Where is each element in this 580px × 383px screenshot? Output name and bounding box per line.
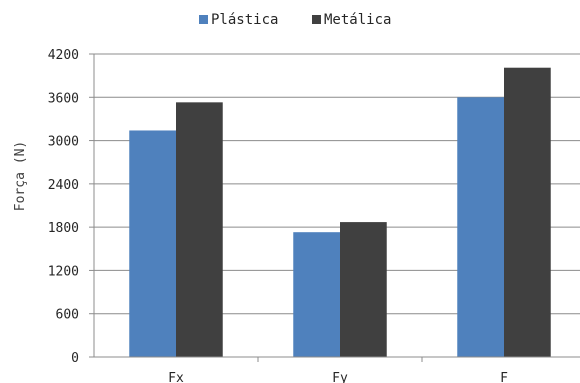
y-tick-label: 2400 bbox=[48, 178, 79, 193]
bar-metálica-fy bbox=[340, 222, 387, 357]
bar-metálica-f bbox=[504, 67, 551, 357]
bar-plástica-fy bbox=[293, 232, 340, 357]
bar-metálica-fx bbox=[176, 102, 223, 357]
y-tick-labels: 0 600 1200 1800 2400 3000 3600 4200 bbox=[48, 48, 94, 366]
y-tick-label: 4200 bbox=[48, 48, 79, 63]
legend-label: Metálica bbox=[324, 12, 391, 28]
x-category-label: Fx bbox=[168, 371, 184, 383]
bar-plástica-fx bbox=[129, 130, 176, 357]
legend-swatch-plástica bbox=[199, 15, 208, 24]
y-tick-label: 600 bbox=[56, 308, 79, 323]
legend-swatch-metálica bbox=[312, 15, 321, 24]
bar-plástica-f bbox=[457, 97, 504, 358]
bars bbox=[129, 67, 551, 358]
x-category-labels: Fx Fy F bbox=[168, 357, 508, 383]
legend-label: Plástica bbox=[211, 12, 278, 28]
y-axis-title: Força (N) bbox=[13, 141, 28, 211]
y-tick-label: 3000 bbox=[48, 135, 79, 150]
x-category-label: Fy bbox=[332, 371, 348, 383]
axes bbox=[93, 54, 580, 358]
x-category-label: F bbox=[500, 371, 508, 383]
y-tick-label: 1200 bbox=[48, 264, 79, 279]
legend: Plástica Metálica bbox=[199, 12, 391, 28]
y-tick-label: 3600 bbox=[48, 91, 79, 106]
y-tick-label: 1800 bbox=[48, 221, 79, 236]
y-tick-label: 0 bbox=[71, 351, 79, 366]
